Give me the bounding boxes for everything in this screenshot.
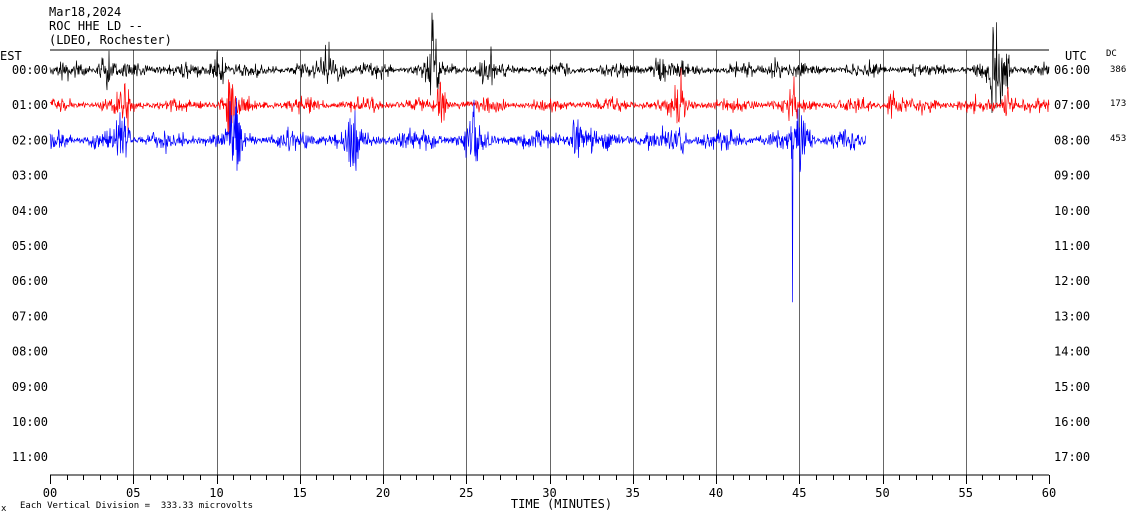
row-label-utc: 17:00 (1054, 450, 1090, 464)
x-tick-label: 40 (709, 486, 723, 500)
row-label-utc: 13:00 (1054, 309, 1090, 323)
row-label-utc: 09:00 (1054, 169, 1090, 183)
row-label-est: 06:00 (12, 274, 48, 288)
x-tick-label: 35 (626, 486, 640, 500)
row-label-utc: 08:00 (1054, 133, 1090, 147)
x-axis-label: TIME (MINUTES) (511, 497, 612, 511)
row-label-utc: 10:00 (1054, 204, 1090, 218)
row-label-est: 04:00 (12, 204, 48, 218)
right-axis-title: UTC (1065, 49, 1087, 63)
row-label-est: 08:00 (12, 345, 48, 359)
dc-value: 173 (1110, 99, 1127, 109)
x-tick-label: 50 (875, 486, 889, 500)
x-tick-label: 10 (209, 486, 223, 500)
chart-station: ROC HHE LD -- (49, 19, 143, 33)
x-tick-label: 30 (542, 486, 556, 500)
row-label-est: 11:00 (12, 450, 48, 464)
row-label-utc: 14:00 (1054, 345, 1090, 359)
scale-note: Each Vertical Division = 333.33 microvol… (20, 501, 253, 511)
dc-value: 453 (1110, 134, 1127, 144)
trace-0100 (49, 67, 1050, 136)
row-label-est: 05:00 (12, 239, 48, 253)
trace-0200 (49, 97, 866, 303)
row-label-utc: 06:00 (1054, 63, 1090, 77)
x-tick-label: 25 (459, 486, 473, 500)
row-label-est: 02:00 (12, 133, 48, 147)
row-label-est: 03:00 (12, 169, 48, 183)
x-tick-label: 20 (376, 486, 390, 500)
row-label-utc: 15:00 (1054, 380, 1090, 394)
x-tick-label: 45 (792, 486, 806, 500)
chart-network: (LDEO, Rochester) (49, 33, 172, 47)
row-label-utc: 11:00 (1054, 239, 1090, 253)
row-label-utc: 16:00 (1054, 415, 1090, 429)
dc-value: 386 (1110, 65, 1127, 75)
row-label-est: 09:00 (12, 380, 48, 394)
dc-label: DC (1106, 49, 1117, 59)
row-label-est: 07:00 (12, 309, 48, 323)
row-label-est: 00:00 (12, 63, 48, 77)
row-label-est: 01:00 (12, 98, 48, 112)
trace-0000 (49, 12, 1050, 114)
x-tick-label: 60 (1042, 486, 1056, 500)
row-label-utc: 12:00 (1054, 274, 1090, 288)
footer-mark: x (1, 504, 7, 514)
left-axis-title: EST (0, 49, 22, 63)
x-tick-label: 00 (43, 486, 57, 500)
row-label-est: 10:00 (12, 415, 48, 429)
x-tick-label: 15 (293, 486, 307, 500)
x-tick-label: 55 (959, 486, 973, 500)
x-tick-label: 05 (126, 486, 140, 500)
chart-date: Mar18,2024 (49, 5, 122, 19)
row-label-utc: 07:00 (1054, 98, 1090, 112)
